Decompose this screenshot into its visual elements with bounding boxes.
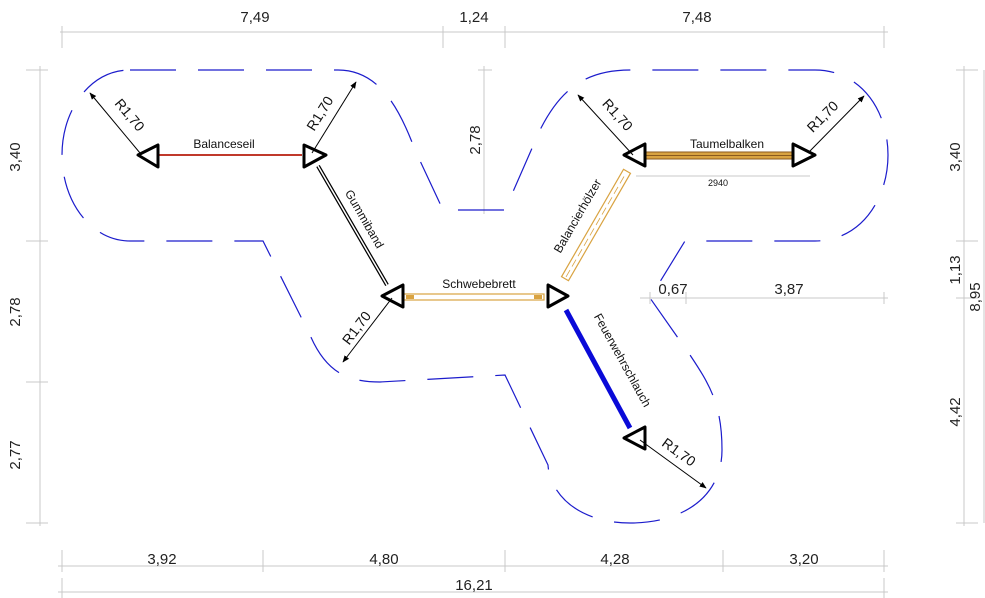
dim-right-1: 3,40 [947, 142, 964, 171]
anchor-triangle-1 [136, 143, 160, 169]
dim-bottom-3: 4,28 [600, 551, 629, 568]
dim-top-1: 7,49 [240, 9, 269, 26]
feuerwehrschlauch-label: Feuerwehrschlauch [591, 311, 654, 409]
schwebebrett-label: Schwebebrett [442, 277, 516, 291]
dim-right-3: 4,42 [947, 397, 964, 426]
radius-label-4: R1,70 [599, 95, 636, 134]
dim-inner-a: 0,67 [658, 281, 687, 298]
dim-right-2: 1,13 [947, 255, 964, 284]
feuerwehrschlauch: Feuerwehrschlauch [563, 308, 654, 430]
dim-right-total: 8,95 [967, 282, 984, 311]
radius-label-5: R1,70 [804, 97, 842, 135]
radius-label-1: R1,70 [112, 95, 148, 134]
gummiband: Gummiband [316, 164, 389, 287]
dim-bottom-2: 4,80 [369, 551, 398, 568]
dim-balken-length: 2940 [708, 178, 728, 188]
anchor-points [136, 142, 817, 451]
dim-bottom-4: 3,20 [789, 551, 818, 568]
dim-top-2: 1,24 [459, 9, 488, 26]
dim-bottom-1: 3,92 [147, 551, 176, 568]
dim-left-3: 2,77 [7, 440, 24, 469]
dimension-texts: 7,49 1,24 7,48 3,92 4,80 4,28 3,20 16,21… [7, 9, 984, 594]
dim-inner-b: 3,87 [774, 281, 803, 298]
anchor-triangle-2 [302, 143, 328, 169]
dim-left-1: 3,40 [7, 142, 24, 171]
anchor-triangle-6 [791, 142, 817, 168]
anchor-triangle-3 [380, 283, 405, 309]
dim-total-width: 16,21 [455, 577, 493, 594]
balanceseil: Balanceseil [158, 137, 302, 156]
schwebebrett: Schwebebrett [403, 277, 545, 301]
taumelbalken-label: Taumelbalken [690, 137, 764, 151]
radius-label-6: R1,70 [659, 435, 699, 470]
anchor-triangle-5 [622, 142, 647, 168]
taumelbalken: Taumelbalken [645, 137, 793, 160]
anchor-triangle-4 [546, 283, 570, 309]
radius-label-2: R1,70 [303, 93, 336, 133]
dim-left-2: 2,78 [7, 297, 24, 326]
dimension-lines [26, 26, 985, 598]
anchor-triangle-7 [622, 425, 647, 451]
balancierholzer: Balancierhölzer [551, 168, 632, 282]
safety-zone-outline [61, 69, 889, 524]
dim-top-3: 7,48 [682, 9, 711, 26]
balanceseil-label: Balanceseil [193, 137, 254, 151]
dim-center-height: 2,78 [467, 125, 484, 154]
